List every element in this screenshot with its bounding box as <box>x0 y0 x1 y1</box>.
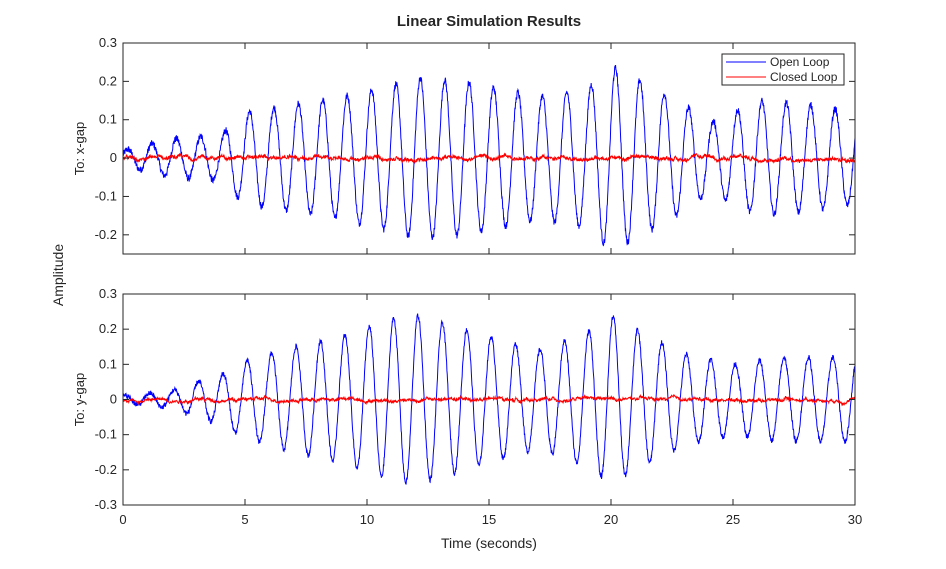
y-tick-label: 0 <box>110 392 117 407</box>
y-tick-label: 0.1 <box>99 112 117 127</box>
x-tick-label: 15 <box>482 512 496 527</box>
y-tick-label: 0.1 <box>99 356 117 371</box>
y-tick-label: 0.2 <box>99 321 117 336</box>
x-tick-label: 0 <box>119 512 126 527</box>
y-tick-label: 0.3 <box>99 286 117 301</box>
x-tick-label: 10 <box>360 512 374 527</box>
x-tick-label: 30 <box>848 512 862 527</box>
x-axis-label: Time (seconds) <box>441 535 537 551</box>
series-closed-loop-line <box>123 393 855 407</box>
series-open-loop-line <box>123 313 855 485</box>
series-closed-loop-line <box>123 152 855 165</box>
legend: Open Loop Closed Loop <box>721 53 845 86</box>
y-tick-label: -0.1 <box>95 427 117 442</box>
y-tick-label: 0 <box>110 150 117 165</box>
series-open-loop-line <box>123 64 855 247</box>
chart-title: Linear Simulation Results <box>397 13 581 30</box>
panel-label: To: x-gap <box>72 122 87 175</box>
panel-label: To: y-gap <box>72 373 87 426</box>
y-tick-label: 0.2 <box>99 73 117 88</box>
x-tick-label: 5 <box>241 512 248 527</box>
legend-box <box>721 53 845 86</box>
y-tick-label: 0.3 <box>99 35 117 50</box>
x-tick-label: 20 <box>604 512 618 527</box>
y-axis-label: Amplitude <box>50 244 66 306</box>
y-tick-label: -0.2 <box>95 227 117 242</box>
y-tick-label: -0.3 <box>95 497 117 512</box>
legend-label-closed-loop: Closed Loop <box>770 70 838 84</box>
y-tick-label: -0.2 <box>95 462 117 477</box>
panel-y-gap: -0.3 -0.2 -0.1 0 0.1 0.2 0.3 0 5 10 15 20 25 30 To: y-… <box>72 286 862 527</box>
y-tick-label: -0.1 <box>95 188 117 203</box>
x-tick-label: 25 <box>726 512 740 527</box>
legend-label-open-loop: Open Loop <box>770 55 830 69</box>
